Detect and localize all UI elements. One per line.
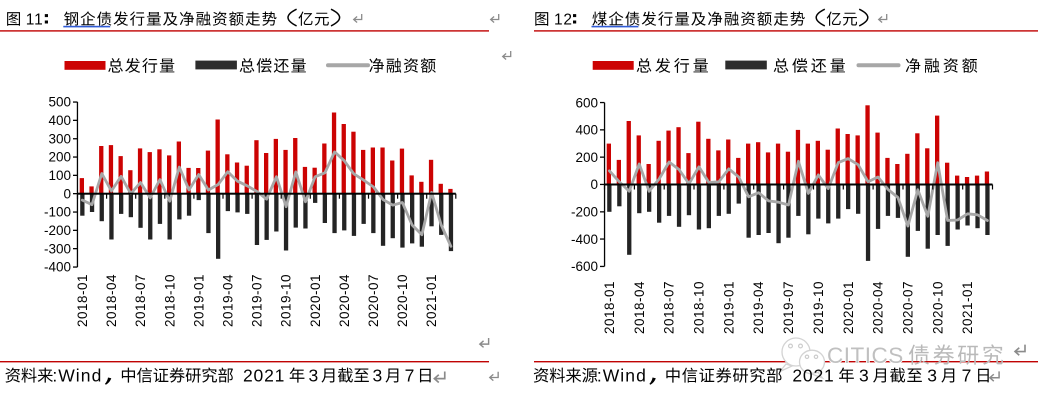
- svg-text:2018-04: 2018-04: [104, 274, 119, 327]
- svg-text:2021-01: 2021-01: [424, 274, 439, 327]
- svg-text:400: 400: [575, 123, 598, 138]
- svg-text:0: 0: [63, 186, 71, 201]
- svg-text::: :: [597, 365, 602, 385]
- svg-text:3: 3: [373, 365, 383, 385]
- svg-text:200: 200: [48, 150, 71, 165]
- svg-text:2018-10: 2018-10: [162, 274, 177, 327]
- svg-text:2018-07: 2018-07: [662, 281, 677, 334]
- svg-text:-200: -200: [44, 223, 71, 238]
- svg-text:2019-04: 2019-04: [751, 281, 766, 334]
- svg-text:2018-01: 2018-01: [602, 281, 617, 334]
- svg-text:7: 7: [962, 365, 972, 385]
- svg-text:2020-04: 2020-04: [871, 281, 886, 334]
- svg-text:2019-01: 2019-01: [191, 274, 206, 327]
- svg-text:2021-01: 2021-01: [960, 281, 975, 334]
- svg-text:2021: 2021: [792, 365, 834, 385]
- svg-text:-100: -100: [44, 205, 71, 220]
- svg-text:CITICS: CITICS: [827, 343, 904, 368]
- svg-text:2019-04: 2019-04: [221, 274, 236, 327]
- svg-text:2020-04: 2020-04: [337, 274, 352, 327]
- svg-text:100: 100: [48, 168, 71, 183]
- svg-text:2018-10: 2018-10: [692, 281, 707, 334]
- svg-text:2020-10: 2020-10: [930, 281, 945, 334]
- svg-text:2020-10: 2020-10: [395, 274, 410, 327]
- svg-text:3: 3: [927, 365, 937, 385]
- svg-text:300: 300: [48, 131, 71, 146]
- svg-text:2018-07: 2018-07: [133, 274, 148, 327]
- svg-text:3: 3: [859, 365, 869, 385]
- svg-text:600: 600: [575, 95, 598, 110]
- svg-text:11: 11: [26, 12, 44, 29]
- svg-text:2020-01: 2020-01: [841, 281, 856, 334]
- svg-text:2021: 2021: [243, 365, 285, 385]
- svg-text:2019-01: 2019-01: [721, 281, 736, 334]
- svg-text:-200: -200: [571, 205, 598, 220]
- svg-text:500: 500: [48, 95, 71, 110]
- svg-text:200: 200: [575, 150, 598, 165]
- svg-text:3: 3: [309, 365, 319, 385]
- svg-text:2020-01: 2020-01: [308, 274, 323, 327]
- svg-text:-400: -400: [44, 260, 71, 275]
- svg-text:-400: -400: [571, 232, 598, 247]
- svg-text:2018-01: 2018-01: [75, 274, 90, 327]
- svg-text:12: 12: [554, 12, 573, 29]
- svg-text:2019-10: 2019-10: [811, 281, 826, 334]
- svg-text:0: 0: [590, 177, 598, 192]
- svg-text:2018-04: 2018-04: [632, 281, 647, 334]
- svg-text:7: 7: [405, 365, 415, 385]
- svg-text:-300: -300: [44, 241, 71, 256]
- svg-text:Wind: Wind: [603, 365, 647, 385]
- svg-text:2019-10: 2019-10: [279, 274, 294, 327]
- svg-text:2020-07: 2020-07: [901, 281, 916, 334]
- svg-text:2019-07: 2019-07: [250, 274, 265, 327]
- svg-text:400: 400: [48, 113, 71, 128]
- svg-text:Wind: Wind: [58, 365, 102, 385]
- svg-text:2019-07: 2019-07: [781, 281, 796, 334]
- svg-text:-600: -600: [571, 259, 598, 274]
- svg-text:2020-07: 2020-07: [366, 274, 381, 327]
- svg-text::: :: [52, 365, 57, 385]
